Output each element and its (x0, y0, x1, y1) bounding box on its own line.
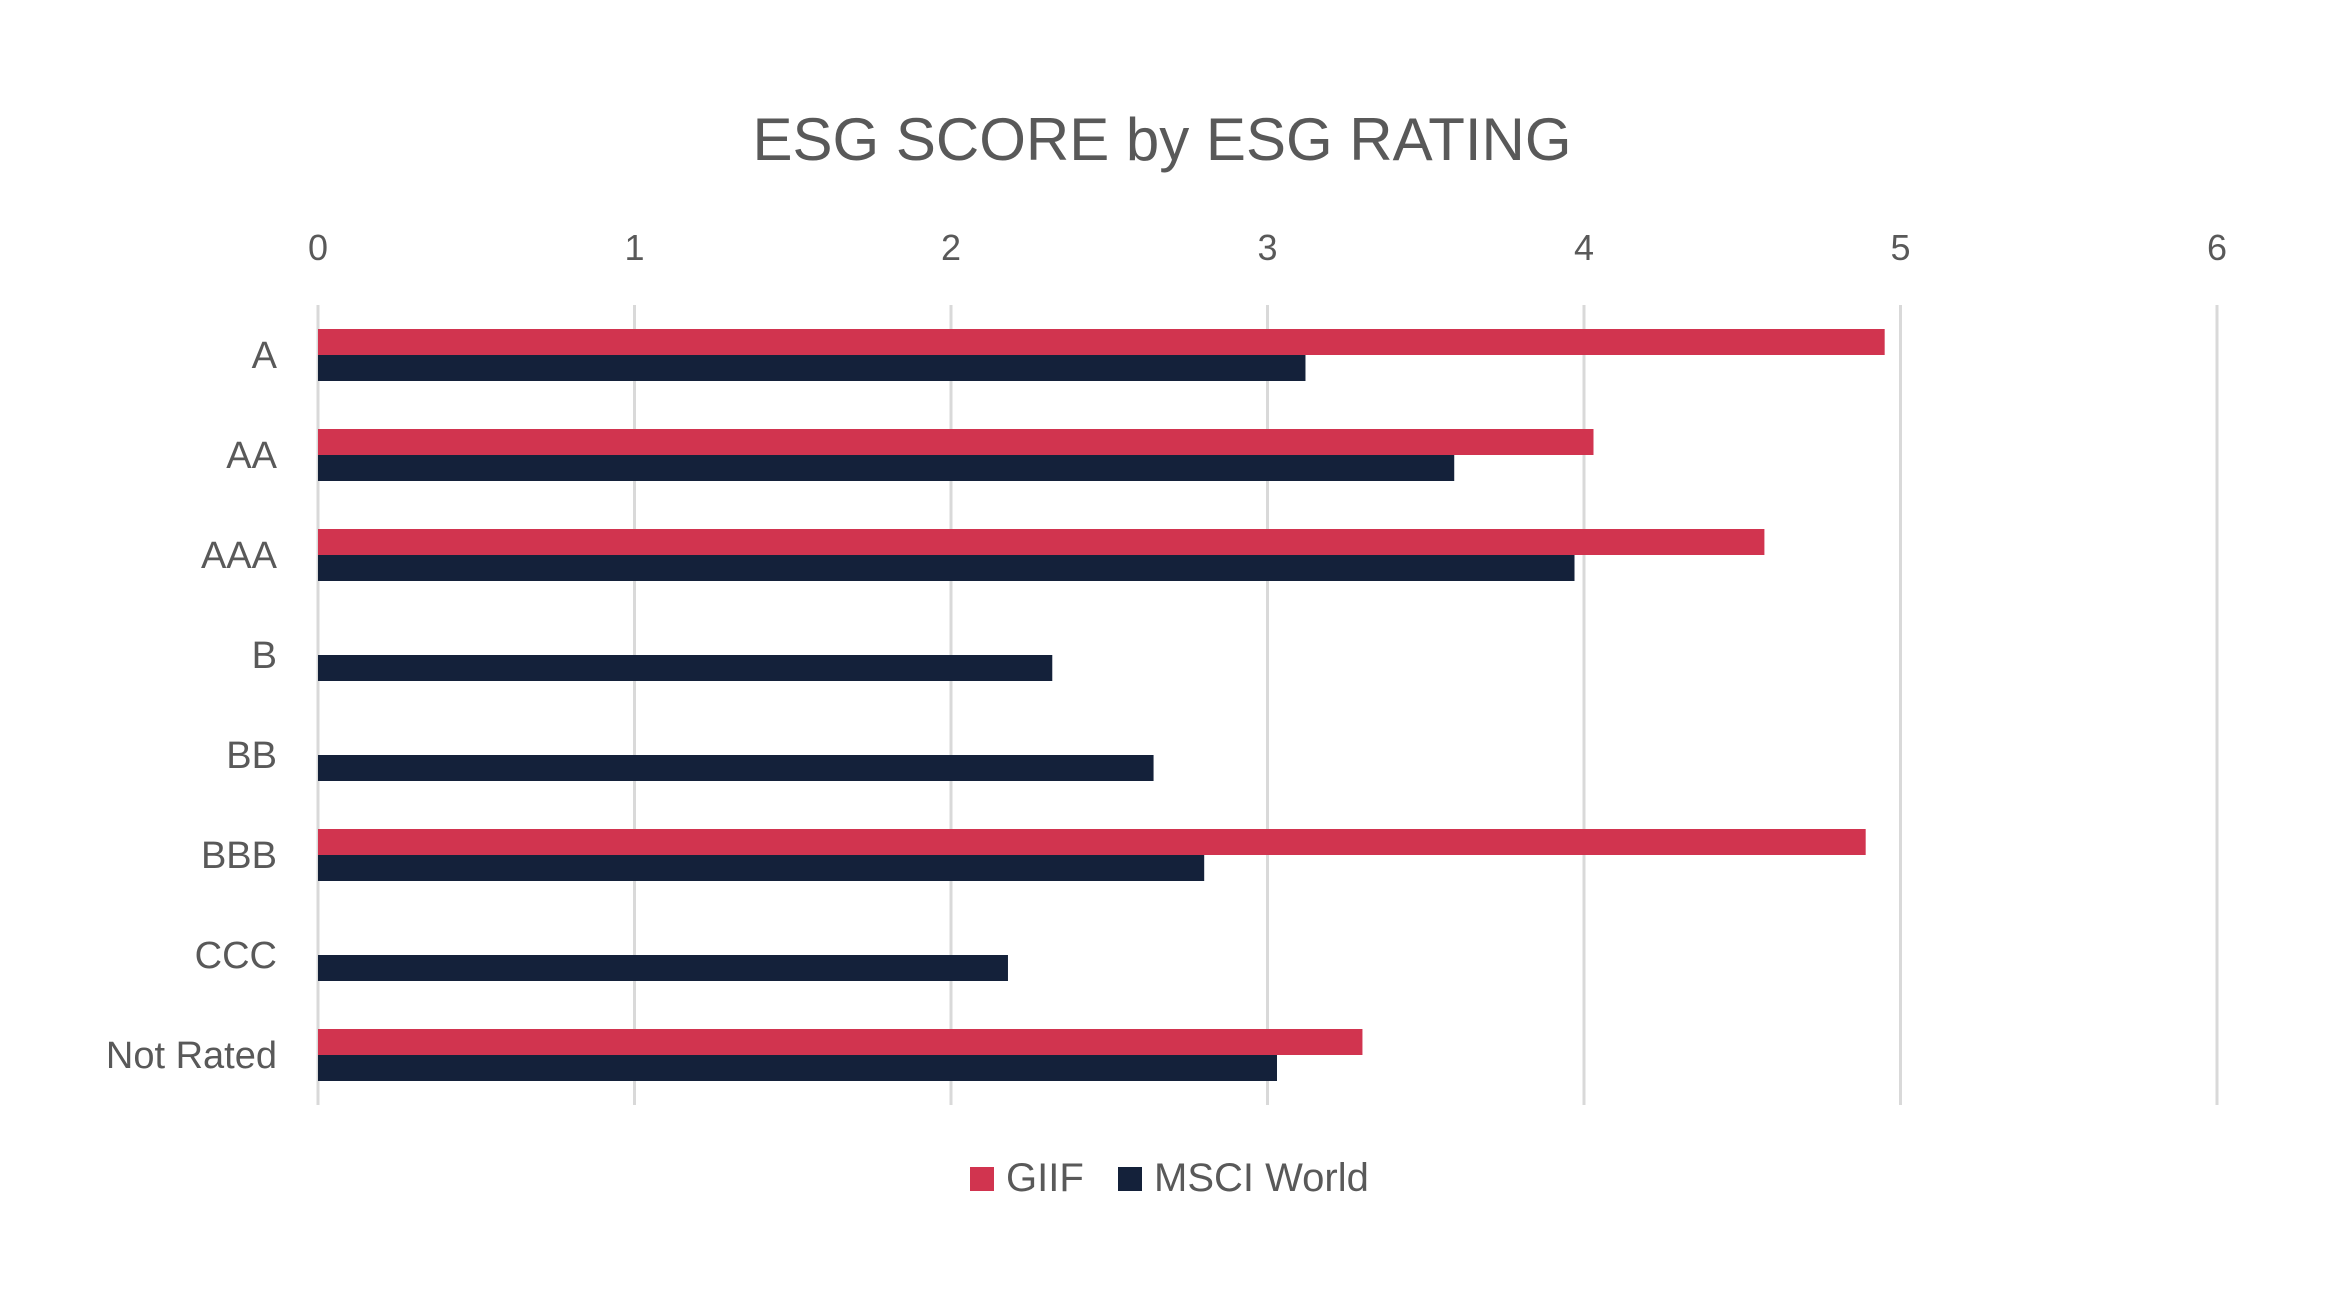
category-label: AAA (201, 535, 278, 577)
category-label: BBB (201, 835, 277, 877)
bar-giif-bbb (318, 829, 1866, 855)
legend-label-giif: GIIF (1006, 1156, 1084, 1200)
category-label: AA (226, 435, 277, 477)
x-tick-label: 1 (624, 227, 644, 268)
category-label: Not Rated (106, 1035, 277, 1077)
bar-msci-world-bb (318, 755, 1154, 781)
bar-msci-world-aa (318, 455, 1455, 481)
x-tick-label: 4 (1574, 227, 1594, 268)
bar-msci-world-ccc (318, 955, 1008, 981)
category-label: B (252, 635, 277, 677)
bar-msci-world-aaa (318, 555, 1575, 581)
x-tick-label: 3 (1257, 227, 1277, 268)
x-tick-label: 6 (2207, 227, 2227, 268)
bar-msci-world-a (318, 355, 1306, 381)
gridlines (316, 305, 2219, 1105)
legend: GIIF MSCI World (970, 1156, 1369, 1200)
category-label: A (252, 335, 278, 377)
x-tick-label: 2 (941, 227, 961, 268)
bar-msci-world-not-rated (318, 1055, 1277, 1081)
x-tick-label: 5 (1890, 227, 1910, 268)
x-tick-label: 0 (308, 227, 328, 268)
bar-giif-not-rated (318, 1029, 1363, 1055)
x-axis-ticks: 0 1 2 3 4 5 6 (308, 227, 2227, 268)
legend-swatch-msci-world (1118, 1167, 1142, 1191)
bar-giif-aa (318, 429, 1594, 455)
category-label: BB (226, 735, 277, 777)
bar-msci-world-bbb (318, 855, 1205, 881)
bar-giif-aaa (318, 529, 1765, 555)
chart-title: ESG SCORE by ESG RATING (752, 106, 1571, 173)
legend-swatch-giif (970, 1167, 994, 1191)
bar-giif-a (318, 329, 1885, 355)
legend-label-msci-world: MSCI World (1154, 1156, 1369, 1200)
bar-msci-world-b (318, 655, 1053, 681)
bars (318, 329, 1885, 1081)
category-label: CCC (195, 935, 277, 977)
